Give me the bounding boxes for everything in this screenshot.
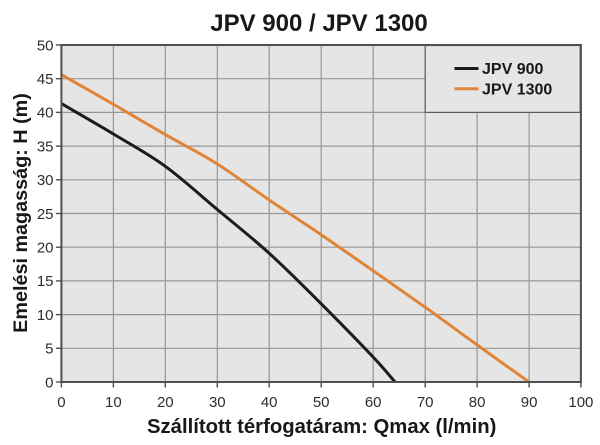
svg-text:25: 25: [37, 206, 54, 223]
svg-text:20: 20: [157, 394, 174, 411]
svg-text:10: 10: [37, 307, 54, 324]
svg-text:JPV 900 / JPV 1300: JPV 900 / JPV 1300: [210, 10, 428, 37]
svg-text:0: 0: [45, 374, 53, 391]
svg-text:50: 50: [313, 394, 330, 411]
svg-text:100: 100: [568, 394, 593, 411]
svg-text:70: 70: [417, 394, 434, 411]
svg-text:90: 90: [521, 394, 538, 411]
svg-text:10: 10: [105, 394, 122, 411]
svg-text:40: 40: [261, 394, 278, 411]
svg-text:20: 20: [37, 240, 54, 257]
svg-text:30: 30: [37, 172, 54, 189]
svg-text:5: 5: [45, 341, 53, 358]
svg-text:JPV 1300: JPV 1300: [482, 81, 552, 98]
svg-text:JPV 900: JPV 900: [482, 61, 543, 78]
svg-text:45: 45: [37, 71, 54, 88]
svg-text:15: 15: [37, 273, 54, 290]
svg-text:Emelési magasság: H (m): Emelési magasság: H (m): [10, 93, 32, 333]
svg-text:30: 30: [209, 394, 226, 411]
svg-text:40: 40: [37, 105, 54, 122]
svg-text:80: 80: [469, 394, 486, 411]
svg-text:Szállított térfogatáram: Qmax: Szállított térfogatáram: Qmax (l/min): [147, 416, 496, 438]
svg-text:35: 35: [37, 138, 54, 155]
svg-text:50: 50: [37, 37, 54, 54]
svg-text:60: 60: [365, 394, 382, 411]
svg-text:0: 0: [57, 394, 65, 411]
